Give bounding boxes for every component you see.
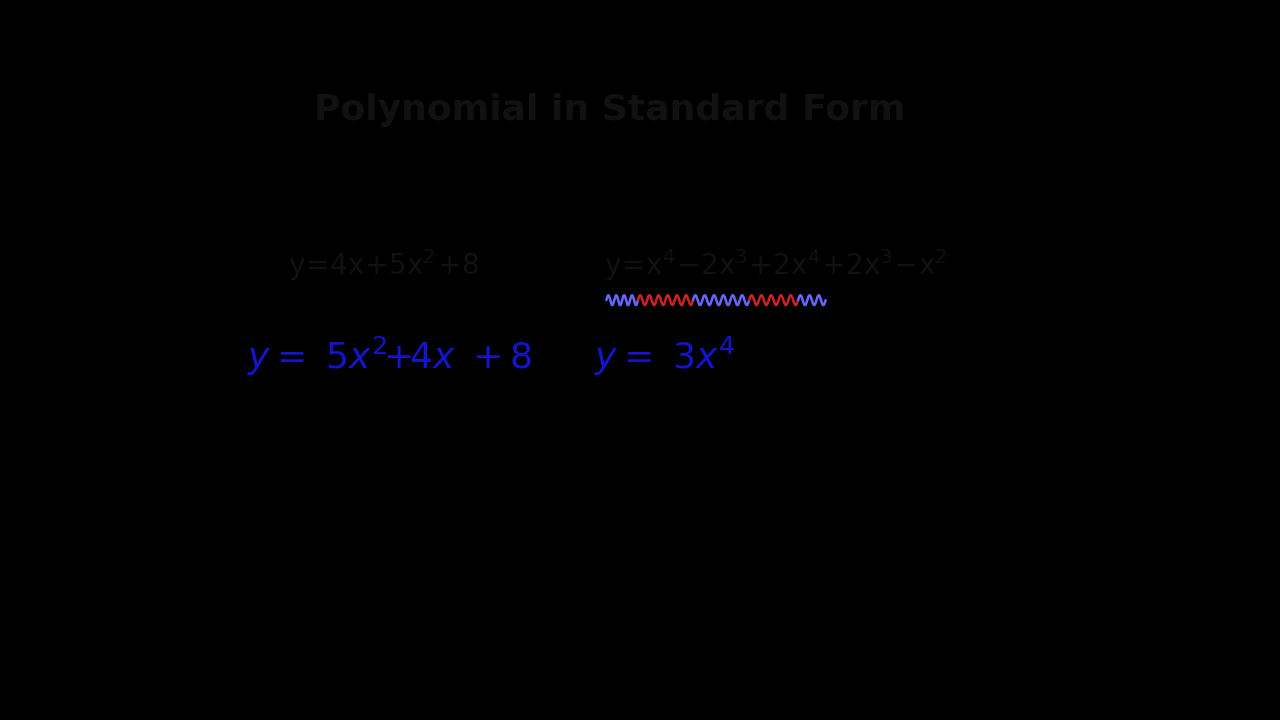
Text: Polynomial in Standard Form: Polynomial in Standard Form	[314, 93, 905, 127]
Text: $\rm y\!=\!4x\!+\!5x^2\!+\!8$: $\rm y\!=\!4x\!+\!5x^2\!+\!8$	[288, 247, 479, 283]
Text: $\it{y}$$= \ $$\it{3x^4}$: $\it{y}$$= \ $$\it{3x^4}$	[594, 335, 735, 378]
Text: $\rm y\!=\!x^4\!-\!2x^3\!+\!2x^4\!+\!2x^3\!-\!x^2$: $\rm y\!=\!x^4\!-\!2x^3\!+\!2x^4\!+\!2x^…	[604, 247, 947, 283]
Text: $\it{y}$$= \ $$\it{5x^2\!\!+\!\!4x\ +8}$: $\it{y}$$= \ $$\it{5x^2\!\!+\!\!4x\ +8}$	[247, 335, 532, 378]
